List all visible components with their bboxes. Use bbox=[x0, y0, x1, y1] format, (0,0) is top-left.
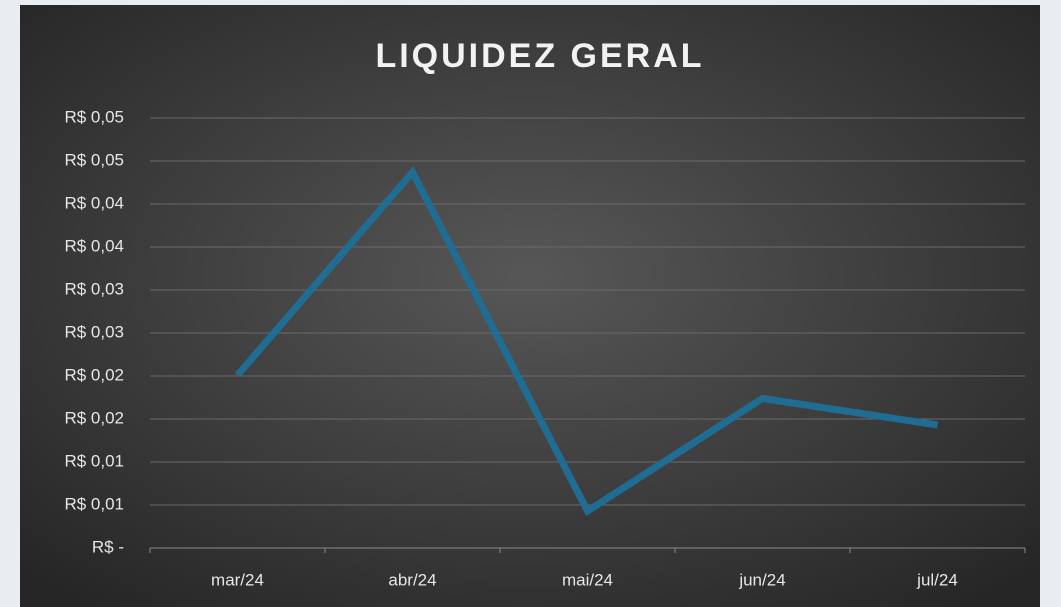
y-tick-label: R$ 0,01 bbox=[64, 451, 124, 470]
y-tick-label: R$ 0,03 bbox=[64, 279, 124, 298]
x-tick-label: abr/24 bbox=[388, 570, 436, 589]
chart-panel bbox=[20, 5, 1040, 607]
y-tick-label: R$ 0,01 bbox=[64, 494, 124, 513]
chart-title: LIQUIDEZ GERAL bbox=[375, 37, 704, 75]
y-tick-label: R$ 0,05 bbox=[64, 107, 124, 126]
y-tick-label: R$ 0,04 bbox=[64, 193, 124, 212]
x-tick-label: jun/24 bbox=[738, 570, 785, 589]
y-tick-label: R$ 0,03 bbox=[64, 322, 124, 341]
x-tick-label: mai/24 bbox=[562, 570, 613, 589]
y-tick-label: R$ 0,02 bbox=[64, 365, 124, 384]
x-tick-label: jul/24 bbox=[916, 570, 958, 589]
y-tick-label: R$ 0,04 bbox=[64, 236, 124, 255]
y-tick-label: R$ - bbox=[92, 537, 124, 556]
line-series bbox=[234, 165, 939, 517]
y-tick-label: R$ 0,05 bbox=[64, 150, 124, 169]
y-tick-label: R$ 0,02 bbox=[64, 408, 124, 427]
x-tick-label: mar/24 bbox=[211, 570, 264, 589]
